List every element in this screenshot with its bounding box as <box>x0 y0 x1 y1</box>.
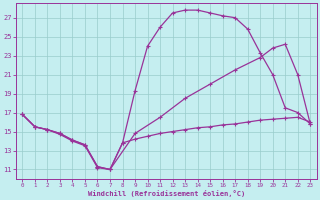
X-axis label: Windchill (Refroidissement éolien,°C): Windchill (Refroidissement éolien,°C) <box>88 190 245 197</box>
